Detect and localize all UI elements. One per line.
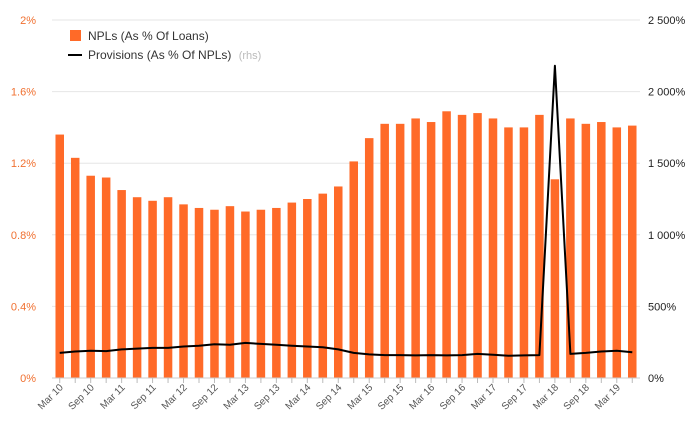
bar (349, 161, 358, 378)
bar (117, 190, 126, 378)
bar (70, 157, 80, 378)
bar (504, 127, 513, 379)
y-right-tick-label: 0% (648, 373, 664, 385)
x-tick-label: Sep 16 (438, 382, 468, 412)
bar (566, 118, 575, 378)
x-tick-label: Sep 11 (129, 382, 159, 412)
bar (334, 186, 343, 378)
bar (148, 200, 157, 378)
y-left-tick-label: 1.6% (11, 87, 36, 99)
x-tick-label: Mar 15 (346, 382, 376, 412)
bar (535, 114, 544, 379)
legend-label-provisions: Provisions (As % Of NPLs) (rhs) (88, 48, 261, 62)
x-tick-label: Mar 14 (284, 382, 314, 412)
y-right-tick-label: 2 000% (648, 87, 686, 99)
y-left-tick-label: 0.8% (11, 230, 36, 242)
bar (303, 199, 312, 378)
legend-swatch-npls (70, 30, 81, 41)
bar (210, 209, 219, 378)
y-left-tick-label: 1.2% (11, 158, 36, 170)
bar (287, 202, 297, 378)
bar (272, 207, 281, 378)
bar (628, 125, 637, 378)
x-tick-label: Sep 10 (67, 382, 97, 412)
bar (473, 113, 482, 378)
x-tick-label: Mar 10 (36, 382, 66, 412)
x-tick-label: Mar 19 (593, 382, 623, 412)
legend-label-provisions-note: (rhs) (239, 50, 262, 62)
bar (163, 197, 173, 378)
legend: NPLs (As % Of Loans) Provisions (As % Of… (68, 29, 261, 62)
x-tick-label: Sep 17 (500, 382, 530, 412)
bar (380, 123, 389, 378)
bar (442, 111, 451, 378)
y-left-tick-label: 2% (20, 15, 36, 27)
bar (488, 118, 498, 378)
bar (318, 193, 328, 378)
legend-label-provisions-main: Provisions (As % Of NPLs) (88, 48, 231, 62)
x-tick-label: Mar 13 (222, 382, 252, 412)
bar (132, 197, 142, 378)
bar (256, 209, 266, 378)
bar (179, 204, 188, 378)
bar (194, 207, 204, 378)
bar (411, 118, 420, 378)
y-left-tick-label: 0.4% (11, 301, 36, 313)
bar (86, 175, 95, 378)
bar (426, 122, 436, 378)
bar (225, 206, 235, 378)
x-tick-label: Mar 11 (98, 382, 128, 412)
x-tick-label: Mar 12 (160, 382, 190, 412)
bar-series (55, 111, 637, 379)
x-tick-label: Sep 15 (376, 382, 406, 412)
series-line (59, 64, 633, 357)
bar (364, 138, 374, 378)
x-tick-label: Mar 16 (407, 382, 437, 412)
y-right-tick-label: 1 000% (648, 230, 686, 242)
x-tick-label: Sep 18 (562, 382, 592, 412)
bar (519, 127, 529, 379)
y-left-tick-label: 0% (20, 373, 36, 385)
y-right-tick-label: 500% (648, 301, 676, 313)
bar (395, 123, 405, 378)
line-series (59, 64, 633, 357)
bar (550, 179, 560, 378)
bar (581, 123, 591, 378)
bar (101, 177, 111, 378)
x-tick-label: Sep 14 (314, 382, 344, 412)
bar (597, 122, 606, 378)
x-tick-label: Sep 13 (252, 382, 282, 412)
legend-label-npls: NPLs (As % Of Loans) (88, 29, 209, 43)
x-tick-label: Mar 17 (469, 382, 499, 412)
bar (241, 211, 250, 378)
x-tick-label: Sep 12 (190, 382, 220, 412)
bar (612, 127, 622, 379)
x-tick-label: Mar 18 (531, 382, 561, 412)
y-right-tick-label: 1 500% (648, 158, 686, 170)
y-right-tick-label: 2 500% (648, 15, 686, 27)
bar (457, 114, 467, 379)
bar (55, 134, 64, 378)
